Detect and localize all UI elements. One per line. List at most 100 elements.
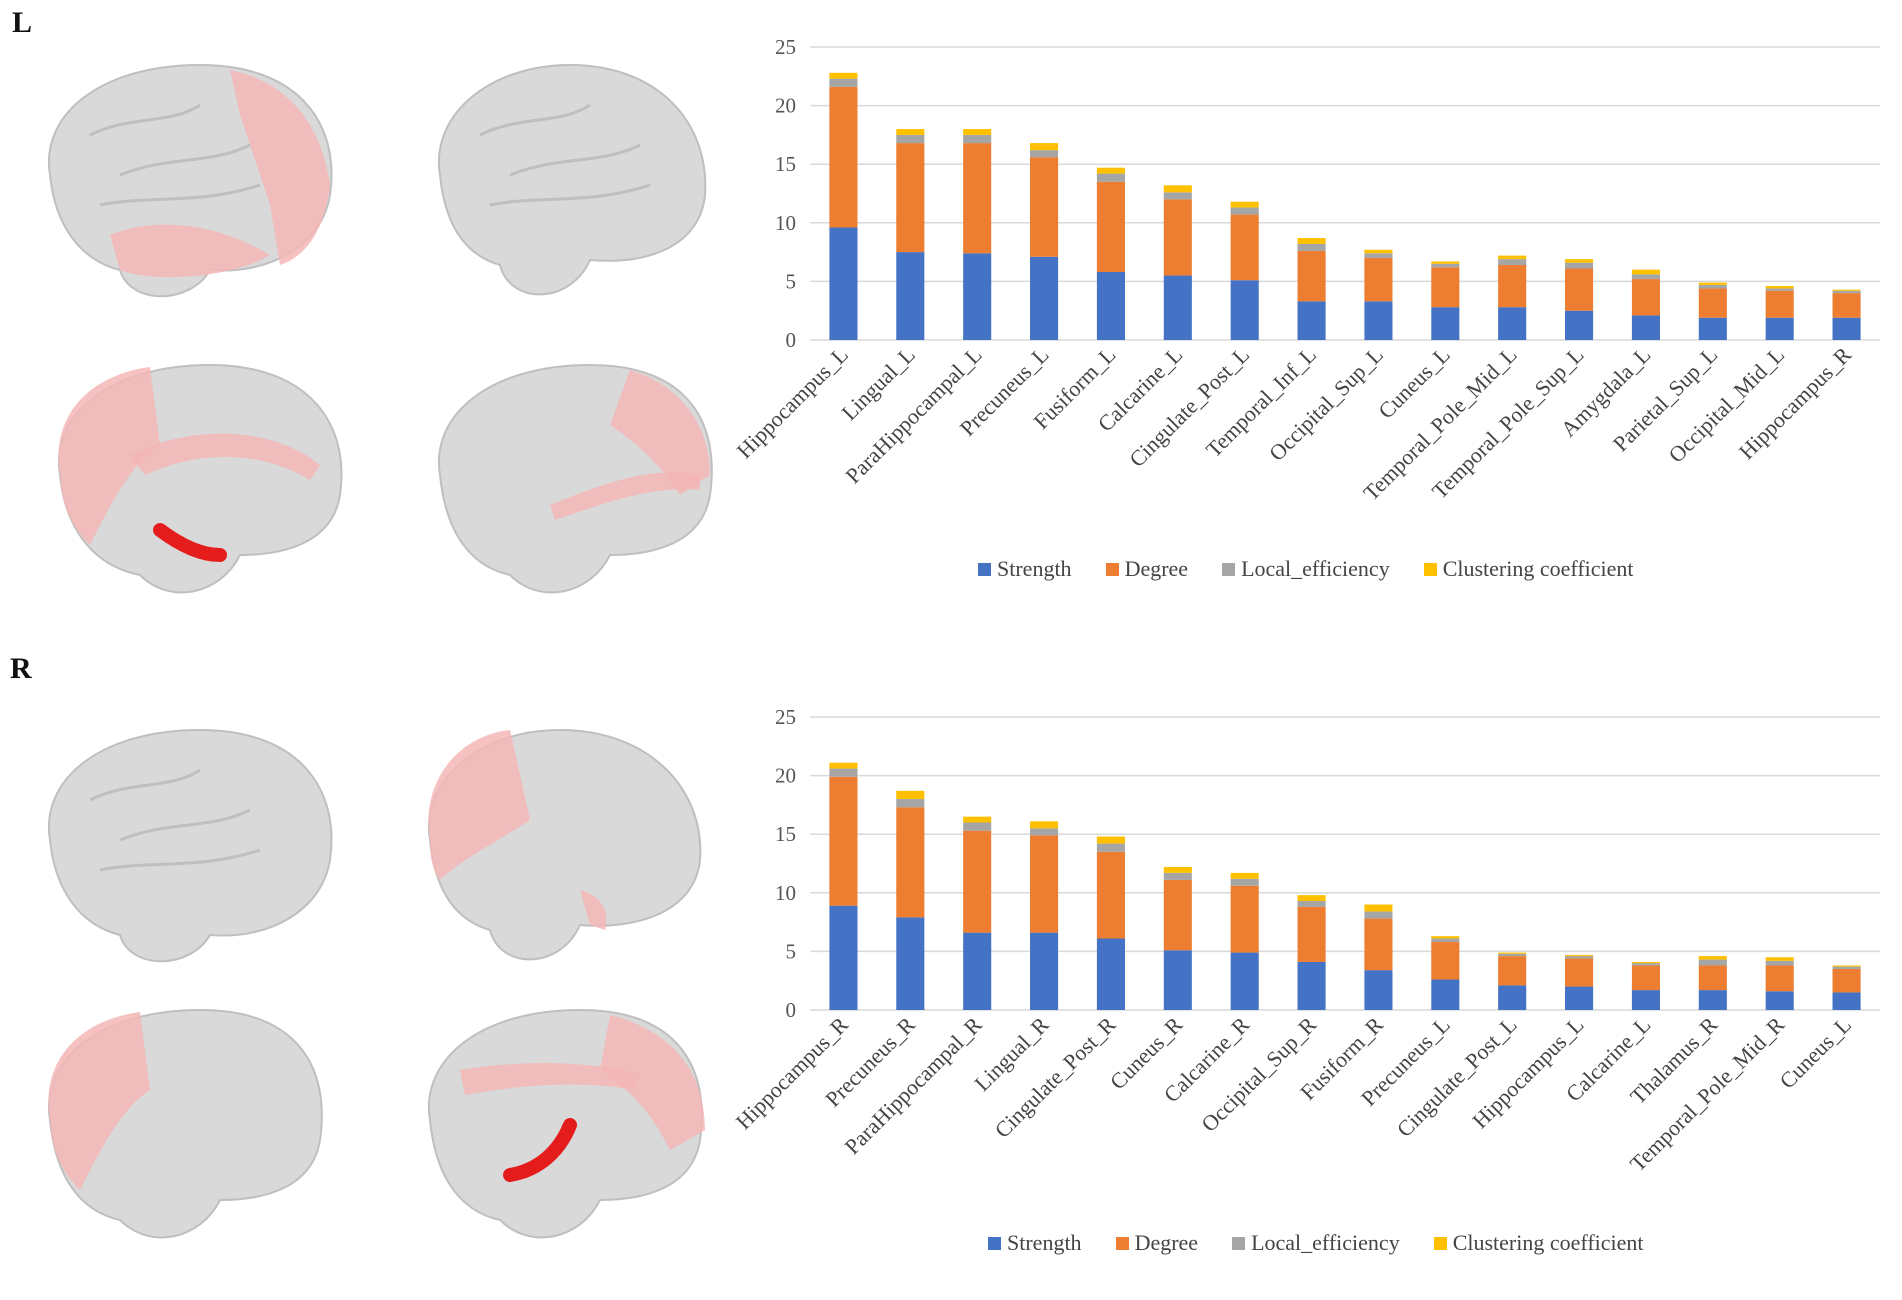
- bar-segment-strength: [1364, 301, 1393, 340]
- bar-segment-clustering-coefficient: [1832, 965, 1861, 967]
- brain-render-right: [47, 728, 705, 1239]
- legend-item-local-efficiency: Local_efficiency: [1232, 1230, 1400, 1256]
- bar-segment-strength: [1230, 280, 1259, 340]
- bar-segment-degree: [1030, 835, 1059, 933]
- legend-right: Strength Degree Local_efficiency Cluster…: [988, 1230, 1644, 1256]
- bar-segment-degree: [829, 86, 858, 228]
- y-tick-label: 25: [775, 35, 796, 59]
- bar-segment-degree: [1030, 157, 1059, 257]
- bar-segment-clustering-coefficient: [963, 816, 992, 823]
- bar-segment-local-efficiency: [1631, 274, 1660, 280]
- bar-segment-clustering-coefficient: [1230, 872, 1259, 879]
- bar-segment-degree: [1364, 257, 1393, 302]
- bar-segment-strength: [1565, 986, 1594, 1010]
- y-tick-label: 0: [786, 328, 797, 352]
- x-tick-label: Occipital_Mid_L: [1664, 342, 1790, 468]
- x-tick-label: Cuneus_L: [1774, 1012, 1856, 1094]
- brain-medial-view-4: [427, 1008, 705, 1239]
- bar-segment-degree: [1698, 288, 1727, 318]
- bar-segment-clustering-coefficient: [1565, 259, 1594, 263]
- bar-segment-clustering-coefficient: [1631, 961, 1660, 964]
- bar-segment-local-efficiency: [1498, 259, 1527, 265]
- bar-segment-clustering-coefficient: [1163, 185, 1192, 193]
- y-tick-label: 15: [775, 822, 796, 846]
- brain-medial-view-1: [57, 363, 343, 594]
- y-tick-label: 0: [786, 998, 797, 1022]
- bar-segment-strength: [1631, 990, 1660, 1010]
- bar-segment-degree: [1565, 958, 1594, 987]
- y-tick-label: 15: [775, 152, 796, 176]
- bar-segment-local-efficiency: [1565, 262, 1594, 269]
- legend-item-clustering: Clustering coefficient: [1433, 1230, 1644, 1256]
- legend-swatch-degree: [1105, 562, 1119, 576]
- bar-segment-strength: [829, 227, 858, 340]
- bar-segment-degree: [1364, 918, 1393, 971]
- y-tick-label: 10: [775, 211, 796, 235]
- bar-segment-local-efficiency: [1431, 938, 1460, 943]
- bar-segment-strength: [1163, 275, 1192, 340]
- y-tick-label: 5: [786, 939, 797, 963]
- bar-segment-degree: [1163, 199, 1192, 276]
- y-tick-label: 25: [775, 705, 796, 729]
- bar-segment-clustering-coefficient: [896, 790, 925, 800]
- bar-segment-degree: [1297, 906, 1326, 962]
- bar-segment-clustering-coefficient: [1498, 952, 1527, 954]
- legend-swatch-strength: [978, 562, 991, 576]
- bar-segment-clustering-coefficient: [1297, 895, 1326, 902]
- bar-segment-strength: [1498, 985, 1527, 1010]
- bar-segment-clustering-coefficient: [1832, 289, 1861, 291]
- legend-label-strength: Strength: [1007, 1230, 1082, 1255]
- legend-label-strength: Strength: [997, 556, 1072, 581]
- bar-segment-strength: [1230, 952, 1259, 1010]
- bar-segment-degree: [1765, 290, 1794, 318]
- bar-segment-clustering-coefficient: [1030, 143, 1059, 151]
- y-tick-label: 5: [786, 269, 797, 293]
- bar-segment-clustering-coefficient: [1230, 201, 1259, 208]
- legend-label-local-efficiency: Local_efficiency: [1241, 556, 1390, 581]
- bar-segment-clustering-coefficient: [1364, 904, 1393, 912]
- bar-segment-strength: [1431, 979, 1460, 1010]
- stacked-bar-chart-left: 0510152025Hippocampus_LLingual_LParaHipp…: [732, 35, 1880, 505]
- bar-segment-strength: [1431, 307, 1460, 340]
- bar-segment-strength: [1297, 961, 1326, 1010]
- bar-segment-local-efficiency: [1030, 828, 1059, 836]
- bar-segment-strength: [1163, 950, 1192, 1010]
- bar-segment-local-efficiency: [1832, 966, 1861, 969]
- bar-segment-clustering-coefficient: [1498, 255, 1527, 260]
- bar-segment-clustering-coefficient: [1096, 836, 1125, 844]
- brain-lateral-view-3: [47, 728, 333, 963]
- legend-swatch-clustering: [1423, 562, 1437, 576]
- bar-segment-clustering-coefficient: [829, 72, 858, 79]
- bar-segment-strength: [1765, 317, 1794, 340]
- brain-medial-view-2: [437, 363, 713, 594]
- bar-segment-strength: [1565, 310, 1594, 340]
- bar-segment-local-efficiency: [1631, 963, 1660, 966]
- bar-segment-degree: [1096, 181, 1125, 273]
- bar-segment-strength: [1765, 991, 1794, 1010]
- bar-segment-clustering-coefficient: [1631, 269, 1660, 275]
- bar-segment-local-efficiency: [829, 768, 858, 777]
- bar-segment-degree: [829, 776, 858, 906]
- bar-segment-clustering-coefficient: [1698, 282, 1727, 285]
- x-tick-label: Cingulate_Post_R: [990, 1012, 1121, 1143]
- legend-label-degree: Degree: [1134, 1230, 1199, 1255]
- bar-segment-strength: [1096, 272, 1125, 340]
- bar-segment-clustering-coefficient: [1431, 261, 1460, 264]
- legend-item-degree: Degree: [1105, 556, 1188, 582]
- legend-swatch-clustering: [1433, 1236, 1447, 1250]
- legend-swatch-degree: [1115, 1236, 1129, 1250]
- bar-segment-local-efficiency: [896, 134, 925, 144]
- bar-segment-local-efficiency: [1030, 150, 1059, 158]
- y-tick-label: 10: [775, 881, 796, 905]
- bar-segment-degree: [1431, 942, 1460, 980]
- bar-segment-strength: [1698, 317, 1727, 340]
- x-tick-label: Cingulate_Post_L: [1392, 1012, 1522, 1142]
- bar-segment-strength: [1832, 992, 1861, 1010]
- bar-segment-clustering-coefficient: [1096, 167, 1125, 174]
- legend-label-clustering: Clustering coefficient: [1452, 1230, 1644, 1255]
- bar-segment-degree: [1765, 965, 1794, 992]
- bar-segment-degree: [963, 143, 992, 254]
- bar-segment-local-efficiency: [1364, 911, 1393, 919]
- bar-segment-clustering-coefficient: [1698, 956, 1727, 960]
- bar-segment-degree: [1698, 965, 1727, 991]
